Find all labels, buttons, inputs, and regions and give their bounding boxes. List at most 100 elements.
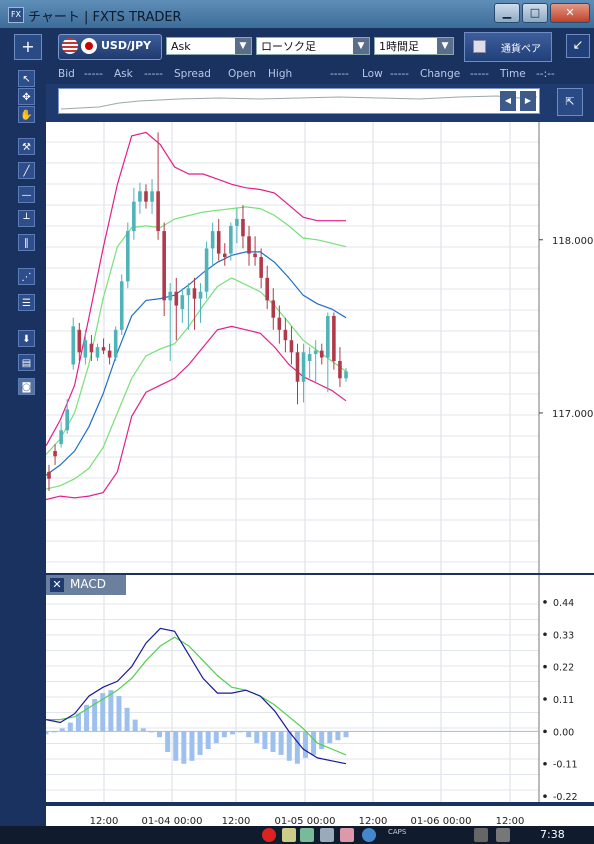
currency-pair-checkbox[interactable] <box>473 40 486 53</box>
macd-histogram-bar <box>108 690 114 732</box>
list-icon[interactable]: ▤ <box>18 354 35 371</box>
macd-histogram-bar <box>59 728 65 732</box>
macd-histogram-bar <box>343 731 349 738</box>
bid-value: ----- <box>84 68 103 80</box>
candle-body <box>89 343 94 353</box>
symbol-button[interactable]: USD/JPY <box>58 34 162 60</box>
candle <box>192 277 197 330</box>
candle <box>326 312 330 393</box>
candle-body <box>162 231 166 301</box>
tray-display-icon[interactable] <box>474 828 488 842</box>
macd-histogram-bar <box>181 731 187 764</box>
candle <box>277 305 282 344</box>
symbol-label: USD/JPY <box>101 39 152 52</box>
candle <box>235 208 239 244</box>
tray-speaker-icon[interactable] <box>496 828 510 842</box>
open-label: Open <box>228 68 257 80</box>
close-button[interactable]: ✕ <box>550 3 590 23</box>
time-label: Time <box>500 68 526 80</box>
cursor-icon[interactable]: ↖ <box>18 70 35 87</box>
tray-network-icon[interactable] <box>300 828 314 842</box>
trendline-icon[interactable]: ╱ <box>18 162 35 179</box>
tray-alert-icon[interactable] <box>262 828 276 842</box>
low-value: ----- <box>390 68 409 80</box>
candle-body <box>150 191 154 202</box>
candle-body <box>113 329 118 358</box>
candle-body <box>125 231 130 282</box>
pin-icon[interactable]: ⚒ <box>18 138 35 155</box>
candle <box>271 288 276 330</box>
candle-body <box>247 236 251 254</box>
price-type-select[interactable]: Ask ▼ <box>166 37 252 55</box>
tray-app-icon[interactable] <box>282 828 296 842</box>
macd-histogram-bar <box>100 693 106 732</box>
candle-body <box>332 315 336 361</box>
chart-overview-scroller[interactable] <box>58 88 540 114</box>
candle-body <box>307 354 312 361</box>
macd-histogram-bar <box>67 722 73 732</box>
candle-body <box>180 295 185 310</box>
download-icon[interactable]: ⬇ <box>18 330 35 347</box>
candle <box>289 326 294 365</box>
scroll-left-button[interactable]: ◀ <box>500 91 516 111</box>
candle <box>156 132 160 240</box>
macd-tick-dot <box>543 794 547 798</box>
macd-histogram-bar <box>238 731 244 733</box>
candle-body <box>107 350 112 358</box>
macd-histogram-bar <box>148 731 154 733</box>
candle-body <box>138 191 142 202</box>
candle-body <box>83 340 88 358</box>
minimize-button[interactable]: ▁ <box>494 3 520 23</box>
candle-body <box>71 326 76 365</box>
hand-icon[interactable]: ✋ <box>18 106 35 123</box>
fan-icon[interactable]: ⋰ <box>18 268 35 285</box>
bollinger-inner-lower-line <box>46 277 347 490</box>
currency-pair-button[interactable]: 通貨ペア <box>464 32 552 62</box>
macd-panel-tab: ✕ MACD <box>46 575 126 595</box>
crosshair-icon[interactable]: ✥ <box>18 88 35 105</box>
candle-body <box>222 253 227 258</box>
timeframe-select[interactable]: 1時間足 ▼ <box>374 37 454 55</box>
candle-body <box>77 329 82 353</box>
low-label: Low <box>362 68 383 80</box>
title-bar[interactable]: FX チャート | FXTS TRADER ▁ □ ✕ <box>0 0 594 28</box>
candle <box>332 312 336 370</box>
candle-body <box>235 218 239 226</box>
candle-body <box>338 360 342 379</box>
chart-area[interactable]: 118.000 117.000 0.44 0.33 0.22 0.11 0.00 -0.11 -… <box>46 122 594 832</box>
scroll-right-button[interactable]: ▶ <box>520 91 536 111</box>
macd-tick-dot <box>543 697 547 701</box>
candle <box>53 444 57 465</box>
maximize-button[interactable]: □ <box>522 3 548 23</box>
candle <box>186 283 191 330</box>
candle <box>174 277 179 341</box>
chart-settings-icon[interactable]: ⇱ <box>557 88 583 116</box>
macd-close-button[interactable]: ✕ <box>50 578 64 592</box>
horizontal-line-icon[interactable]: — <box>18 186 35 203</box>
candle-body <box>47 471 51 479</box>
fibonacci-icon[interactable]: ☰ <box>18 294 35 311</box>
macd-histogram-bar <box>157 731 163 738</box>
camera-icon[interactable]: ◙ <box>18 378 35 395</box>
candle <box>125 222 130 289</box>
macd-histogram-bar <box>205 731 211 750</box>
quote-info-row: Bid ----- Ask ----- Spread Open High ---… <box>46 62 594 84</box>
help-icon[interactable] <box>362 828 376 842</box>
change-label: Change <box>420 68 461 80</box>
chart-toolbar: + USD/JPY Ask ▼ ローソク足 ▼ 1時間足 ▼ 通貨ペア ↙ <box>0 28 594 62</box>
candle <box>253 236 257 266</box>
candle-body <box>283 329 288 341</box>
candle <box>265 265 270 310</box>
candle <box>241 205 245 249</box>
parallel-lines-icon[interactable]: ∥ <box>18 234 35 251</box>
restore-arrow-icon[interactable]: ↙ <box>566 34 590 58</box>
add-chart-button[interactable]: + <box>14 34 42 60</box>
time-tick-label: 01-04 00:00 <box>141 816 202 827</box>
chart-type-select[interactable]: ローソク足 ▼ <box>256 37 370 55</box>
candle <box>59 421 63 448</box>
macd-histogram-bar <box>75 713 81 732</box>
tray-device-icon[interactable] <box>320 828 334 842</box>
tray-folder-icon[interactable] <box>340 828 354 842</box>
vertical-line-icon[interactable]: ┴ <box>18 210 35 227</box>
ask-label: Ask <box>114 68 133 80</box>
